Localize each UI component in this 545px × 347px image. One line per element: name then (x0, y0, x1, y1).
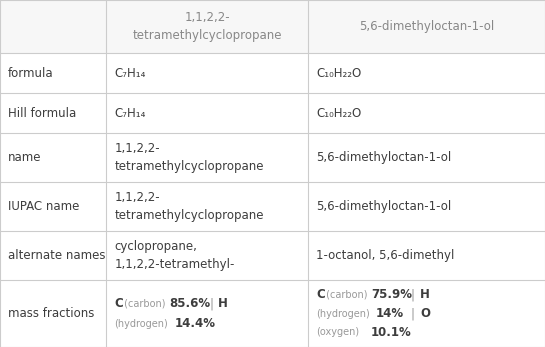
Text: alternate names: alternate names (8, 249, 106, 262)
Text: 5,6-dimethyloctan-1-ol: 5,6-dimethyloctan-1-ol (359, 20, 494, 33)
Text: C₁₀H₂₂O: C₁₀H₂₂O (316, 107, 361, 120)
Text: 1,1,2,2-
tetramethylcyclopropane: 1,1,2,2- tetramethylcyclopropane (114, 191, 264, 222)
Text: 75.9%: 75.9% (371, 288, 412, 302)
Text: 85.6%: 85.6% (169, 297, 210, 310)
Text: Hill formula: Hill formula (8, 107, 76, 120)
Text: IUPAC name: IUPAC name (8, 200, 80, 213)
Text: (carbon): (carbon) (122, 299, 166, 308)
Text: 10.1%: 10.1% (371, 326, 411, 339)
Text: (carbon): (carbon) (323, 290, 367, 300)
Text: 14.4%: 14.4% (174, 317, 215, 330)
Text: formula: formula (8, 67, 53, 80)
Text: 1,1,2,2-
tetramethylcyclopropane: 1,1,2,2- tetramethylcyclopropane (132, 11, 282, 42)
Text: |: | (411, 307, 415, 320)
Text: O: O (420, 307, 430, 320)
Text: H: H (420, 288, 430, 302)
Text: (oxygen): (oxygen) (316, 327, 359, 337)
Text: |: | (411, 288, 415, 302)
Text: (hydrogen): (hydrogen) (114, 319, 168, 329)
Text: 5,6-dimethyloctan-1-ol: 5,6-dimethyloctan-1-ol (316, 200, 451, 213)
Text: C₇H₁₄: C₇H₁₄ (114, 107, 146, 120)
Text: 14%: 14% (376, 307, 404, 320)
Text: name: name (8, 151, 41, 164)
Text: H: H (219, 297, 228, 310)
Text: 5,6-dimethyloctan-1-ol: 5,6-dimethyloctan-1-ol (316, 151, 451, 164)
Text: C: C (114, 297, 123, 310)
Bar (0, 0, 545, 53)
Text: mass fractions: mass fractions (8, 307, 94, 320)
Text: 1-octanol, 5,6-dimethyl: 1-octanol, 5,6-dimethyl (316, 249, 455, 262)
Text: (hydrogen): (hydrogen) (316, 308, 370, 319)
Text: 1,1,2,2-
tetramethylcyclopropane: 1,1,2,2- tetramethylcyclopropane (114, 142, 264, 174)
Text: |: | (209, 297, 213, 310)
Text: C₇H₁₄: C₇H₁₄ (114, 67, 146, 80)
Text: C: C (316, 288, 325, 302)
Text: cyclopropane,
1,1,2,2-tetramethyl-: cyclopropane, 1,1,2,2-tetramethyl- (114, 240, 235, 271)
Text: C₁₀H₂₂O: C₁₀H₂₂O (316, 67, 361, 80)
